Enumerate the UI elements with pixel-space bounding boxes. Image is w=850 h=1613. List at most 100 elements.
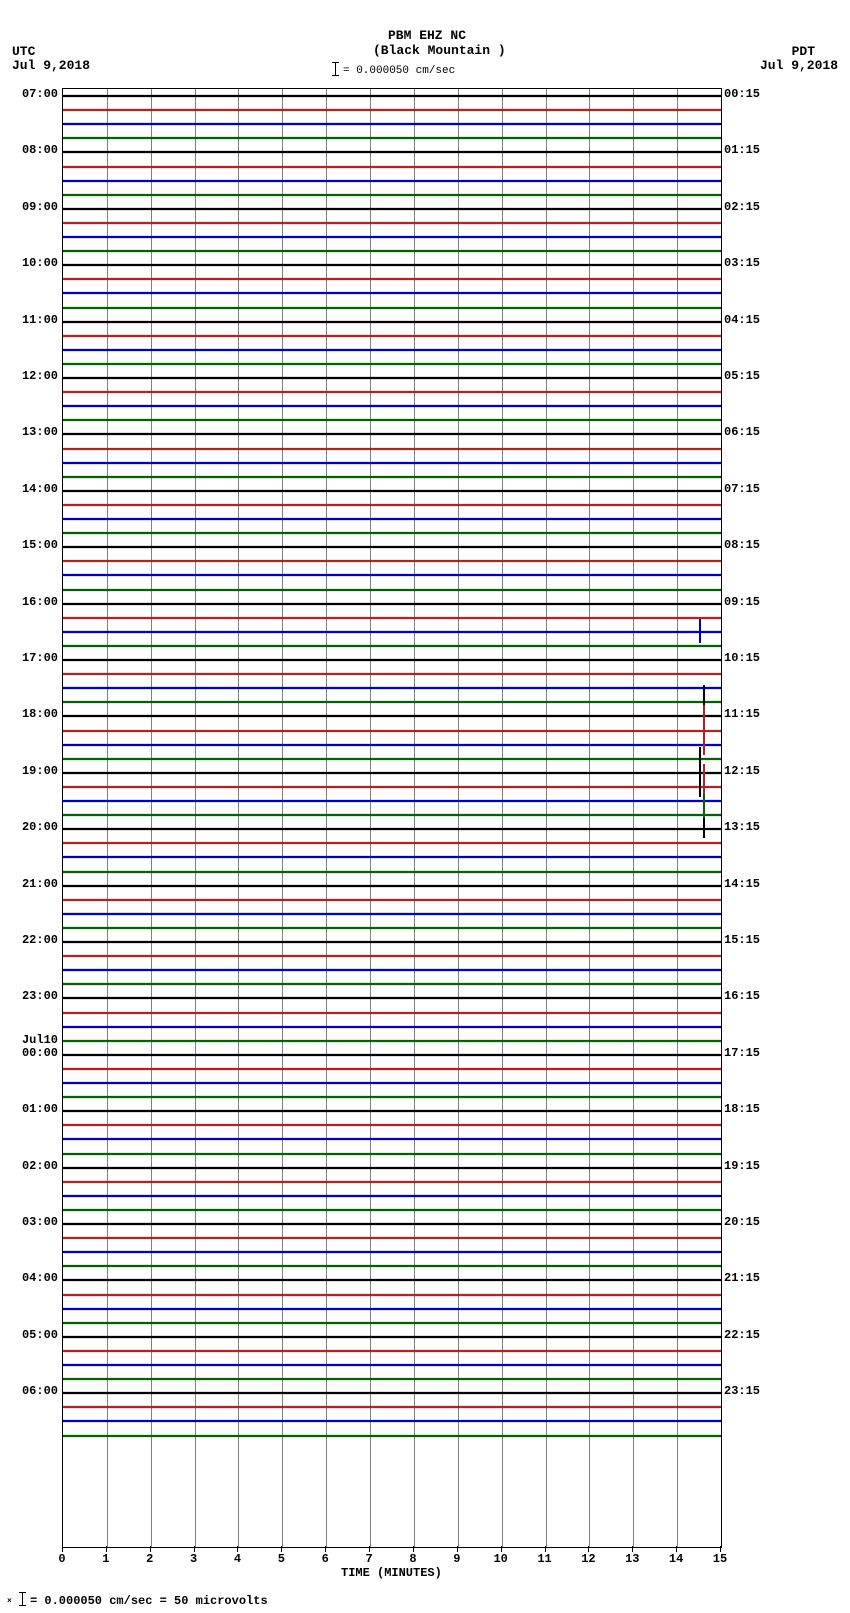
left-time-label: 06:00: [22, 1384, 58, 1398]
seismogram-trace: [63, 405, 721, 407]
header-scale-text: = 0.000050 cm/sec: [343, 65, 455, 77]
left-time-label: 03:00: [22, 1215, 58, 1229]
seismogram-trace: [63, 532, 721, 534]
seismogram-trace: [63, 701, 721, 703]
right-time-label: 14:15: [724, 877, 760, 891]
seismogram-trace: [63, 1068, 721, 1070]
header-scale-bar: [335, 62, 336, 76]
left-time-label: 07:00: [22, 87, 58, 101]
right-time-label: 21:15: [724, 1271, 760, 1285]
right-time-label: 15:15: [724, 933, 760, 947]
right-time-label: 11:15: [724, 707, 760, 721]
left-time-label: 10:00: [22, 256, 58, 270]
right-time-label: 06:15: [724, 425, 760, 439]
right-time-label: 17:15: [724, 1046, 760, 1060]
seismogram-trace: [63, 814, 721, 816]
seismogram-trace: [63, 1223, 721, 1225]
seismogram-trace: [63, 208, 721, 210]
right-time-label: 00:15: [724, 87, 760, 101]
seismogram-trace: [63, 786, 721, 788]
seismogram-trace: [63, 518, 721, 520]
footer-text: = 0.000050 cm/sec = 50 microvolts: [30, 1594, 268, 1608]
seismogram-trace: [63, 617, 721, 619]
right-date: Jul 9,2018: [760, 58, 838, 73]
seismogram-trace: [63, 1153, 721, 1155]
station-name: (Black Mountain ): [373, 43, 506, 58]
left-time-label: 12:00: [22, 369, 58, 383]
seismogram-trace: [63, 828, 721, 830]
seismogram-trace: [63, 137, 721, 139]
x-tick-label: 8: [409, 1552, 416, 1566]
x-tick-label: 3: [190, 1552, 197, 1566]
seismogram-trace: [63, 1364, 721, 1366]
left-date-change: Jul10: [22, 1033, 58, 1047]
seismic-spike: [703, 818, 705, 838]
right-time-label: 03:15: [724, 256, 760, 270]
seismogram-trace: [63, 377, 721, 379]
right-time-label: 05:15: [724, 369, 760, 383]
seismogram-trace: [63, 969, 721, 971]
right-time-label: 07:15: [724, 482, 760, 496]
seismogram-trace: [63, 997, 721, 999]
seismogram-trace: [63, 913, 721, 915]
seismic-spike: [699, 619, 701, 643]
left-time-label: 08:00: [22, 143, 58, 157]
x-tick-label: 12: [581, 1552, 595, 1566]
seismogram-trace: [63, 433, 721, 435]
left-time-label: 05:00: [22, 1328, 58, 1342]
left-time-label: 16:00: [22, 595, 58, 609]
seismogram-trace: [63, 419, 721, 421]
left-time-label: 09:00: [22, 200, 58, 214]
seismogram-trace: [63, 1378, 721, 1380]
seismogram-trace: [63, 476, 721, 478]
right-time-label: 18:15: [724, 1102, 760, 1116]
seismogram-trace: [63, 744, 721, 746]
seismogram-trace: [63, 1420, 721, 1422]
seismogram-trace: [63, 800, 721, 802]
seismogram-trace: [63, 659, 721, 661]
seismogram-trace: [63, 645, 721, 647]
x-tick-label: 14: [669, 1552, 683, 1566]
x-tick-label: 2: [146, 1552, 153, 1566]
x-tick-label: 6: [322, 1552, 329, 1566]
seismogram-trace: [63, 1082, 721, 1084]
seismogram-trace: [63, 490, 721, 492]
seismogram-trace: [63, 560, 721, 562]
seismogram-trace: [63, 589, 721, 591]
seismogram-trace: [63, 1040, 721, 1042]
seismogram-trace: [63, 1167, 721, 1169]
seismogram-trace: [63, 983, 721, 985]
seismogram-trace: [63, 1265, 721, 1267]
seismogram-trace: [63, 321, 721, 323]
seismogram-trace: [63, 462, 721, 464]
right-time-label: 10:15: [724, 651, 760, 665]
seismogram-trace: [63, 95, 721, 97]
left-time-label: 13:00: [22, 425, 58, 439]
left-time-label: 15:00: [22, 538, 58, 552]
left-date: Jul 9,2018: [12, 58, 90, 73]
seismogram-trace: [63, 871, 721, 873]
seismogram-trace: [63, 1308, 721, 1310]
seismogram-trace: [63, 109, 721, 111]
left-time-label: 01:00: [22, 1102, 58, 1116]
right-time-label: 23:15: [724, 1384, 760, 1398]
seismogram-trace: [63, 1435, 721, 1437]
x-tick-label: 0: [58, 1552, 65, 1566]
seismogram-trace: [63, 715, 721, 717]
seismogram-trace: [63, 1195, 721, 1197]
seismogram-trace: [63, 391, 721, 393]
x-tick-label: 10: [493, 1552, 507, 1566]
seismogram-trace: [63, 1294, 721, 1296]
seismogram-trace: [63, 1026, 721, 1028]
left-time-label: 14:00: [22, 482, 58, 496]
seismogram-trace: [63, 941, 721, 943]
seismogram-trace: [63, 631, 721, 633]
seismogram-trace: [63, 842, 721, 844]
seismogram-trace: [63, 730, 721, 732]
x-tick-label: 5: [278, 1552, 285, 1566]
seismogram-trace: [63, 673, 721, 675]
seismogram-trace: [63, 758, 721, 760]
right-time-label: 13:15: [724, 820, 760, 834]
seismogram-trace: [63, 194, 721, 196]
seismogram-chart: PBM EHZ NC (Black Mountain ) = 0.000050 …: [0, 0, 850, 1613]
